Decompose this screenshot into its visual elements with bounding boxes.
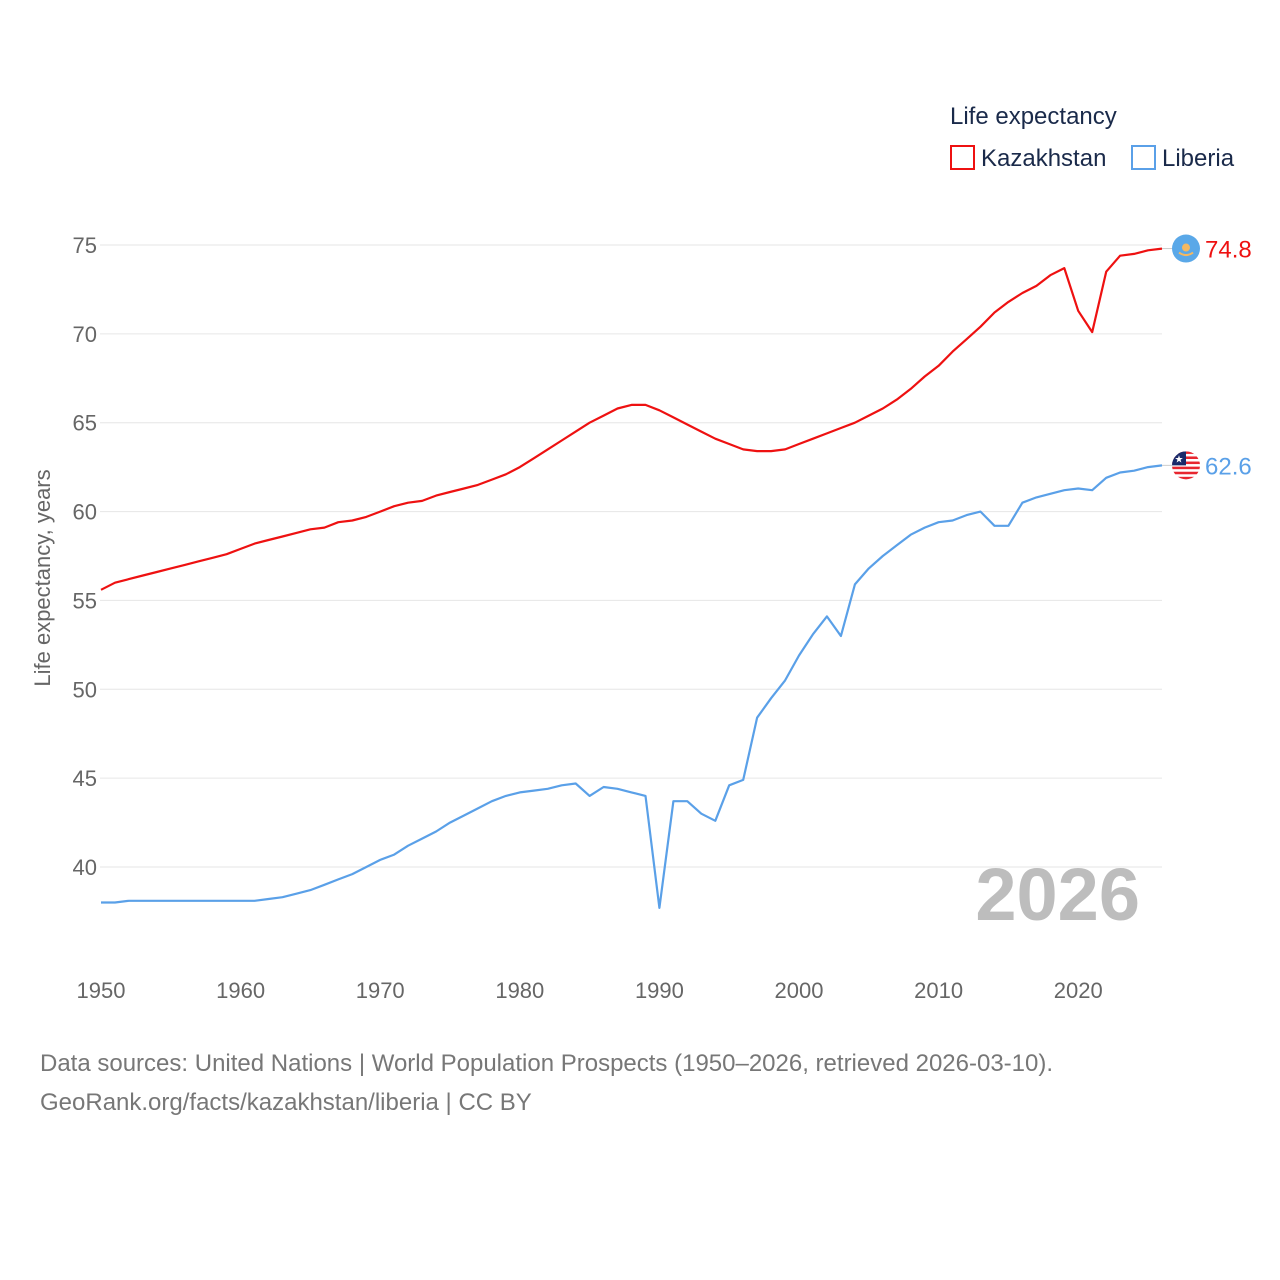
x-tick-label: 1960 <box>216 978 265 1003</box>
legend-swatch-kazakhstan[interactable] <box>950 145 975 170</box>
series-line-kazakhstan <box>100 247 1163 591</box>
flag-eagle <box>1178 251 1194 257</box>
series-lines <box>100 247 1163 909</box>
flag-stripe <box>1172 476 1200 480</box>
flag-stripe <box>1172 471 1200 475</box>
attribution-link[interactable]: GeoRank.org/facts/kazakhstan/liberia | C… <box>40 1089 532 1116</box>
x-axis: 1950 1960 1970 1980 1990 2000 2010 2020 <box>77 978 1103 1003</box>
flag-stripe <box>1172 466 1200 470</box>
end-value-label: 62.6 <box>1205 453 1252 480</box>
flag-stripe <box>1172 464 1200 467</box>
x-tick-label: 1980 <box>495 978 544 1003</box>
y-tick-label: 55 <box>73 588 97 613</box>
end-markers: 74.8 ★ 62.6 <box>1162 234 1252 480</box>
x-tick-label: 2020 <box>1054 978 1103 1003</box>
series-line-liberia <box>101 464 1163 909</box>
end-value-label: 74.8 <box>1205 237 1252 264</box>
legend: Life expectancy Kazakhstan Liberia <box>950 103 1235 172</box>
flag-stripes: ★ <box>1172 451 1200 480</box>
flag-kazakhstan-icon <box>1172 234 1200 263</box>
y-axis: 40 45 50 55 60 65 70 75 <box>73 233 97 880</box>
x-tick-label: 1990 <box>635 978 684 1003</box>
legend-swatch-liberia[interactable] <box>1131 145 1156 170</box>
y-tick-label: 60 <box>73 500 97 525</box>
flag-stripe <box>1172 474 1200 478</box>
flag-stripe <box>1172 469 1200 473</box>
legend-label-kazakhstan[interactable]: Kazakhstan <box>981 145 1106 172</box>
flag-liberia-icon: ★ <box>1172 451 1200 480</box>
y-tick-label: 75 <box>73 233 97 258</box>
x-tick-label: 2000 <box>775 978 824 1003</box>
grid <box>100 244 1162 868</box>
footer: Data sources: United Nations | World Pop… <box>40 1044 1053 1122</box>
flag-star: ★ <box>1175 454 1184 465</box>
y-tick-label: 50 <box>73 677 97 702</box>
legend-title: Life expectancy <box>950 103 1117 130</box>
y-tick-label: 70 <box>73 322 97 347</box>
x-tick-label: 1970 <box>356 978 405 1003</box>
flag-sun <box>1182 243 1190 252</box>
y-axis-label: Life expectancy, years <box>30 469 55 686</box>
y-tick-label: 45 <box>73 766 97 791</box>
x-tick-label: 1950 <box>77 978 126 1003</box>
data-source: Data sources: United Nations | World Pop… <box>40 1050 1054 1077</box>
y-tick-label: 65 <box>73 411 97 436</box>
x-tick-label: 2010 <box>914 978 963 1003</box>
year-watermark: 2026 <box>975 853 1140 936</box>
legend-label-liberia[interactable]: Liberia <box>1162 145 1235 172</box>
y-tick-label: 40 <box>73 855 97 880</box>
